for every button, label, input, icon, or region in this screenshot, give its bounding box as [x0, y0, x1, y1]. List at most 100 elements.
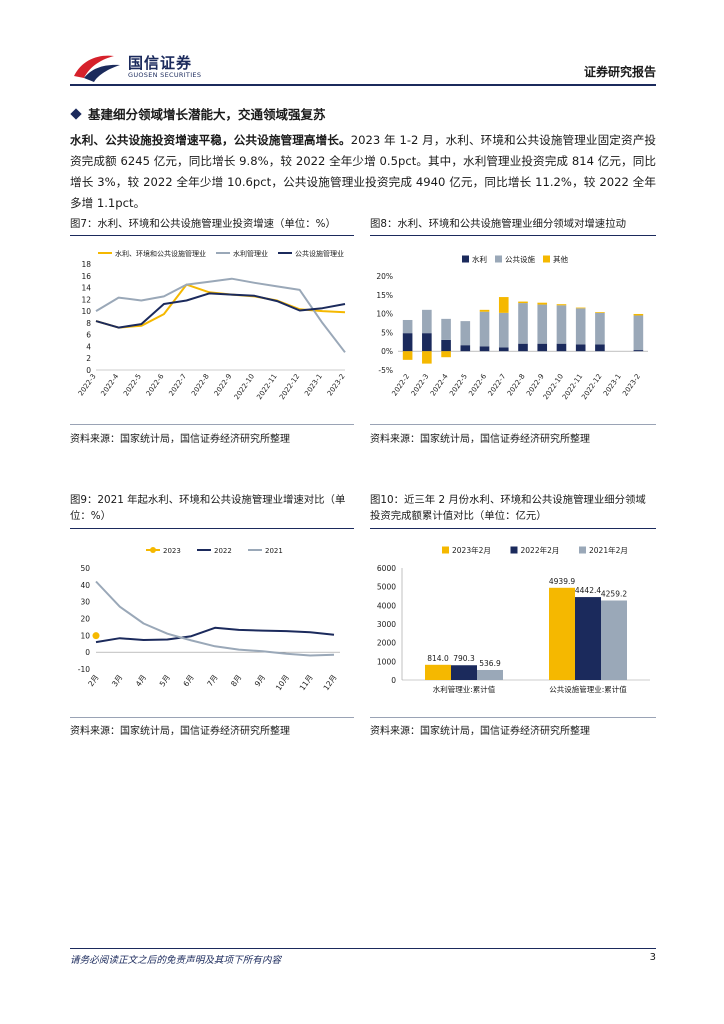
fig10-ytick-4: 4000	[377, 601, 396, 610]
fig8-bar-2-7	[537, 302, 548, 305]
fig9-xtick-9: 11月	[298, 673, 315, 692]
section-title: 基建细分领域增长潜能大，交通领域强复苏	[88, 107, 326, 122]
legend-label-0: 水利	[472, 254, 487, 264]
fig10-ytick-1: 1000	[377, 657, 396, 666]
fig10-data-label-1-0: 4939.9	[549, 577, 575, 586]
footer-rule	[70, 948, 656, 949]
fig8-bar-2-12	[633, 313, 644, 316]
fig9-ytick-0: -10	[78, 665, 90, 674]
fig10-xtick-1: 公共设施管理业:累计值	[549, 684, 627, 694]
fig9-ytick-5: 40	[80, 581, 90, 590]
fig9-ytick-3: 20	[80, 615, 90, 624]
fig10-ytick-3: 3000	[377, 620, 396, 629]
fig10-ytick-2: 2000	[377, 639, 396, 648]
fig8-bar-2-1	[422, 351, 432, 364]
fig7-xtick-3: 2022-6	[145, 372, 166, 397]
fig10-bottom-rule	[370, 717, 656, 718]
fig10-data-label-1-2: 4259.2	[601, 589, 627, 598]
fig7-ytick-4: 8	[86, 319, 91, 328]
fig7-ytick-2: 4	[86, 342, 91, 351]
fig9-ytick-6: 50	[80, 564, 90, 573]
fig7-ytick-9: 18	[81, 260, 91, 269]
fig9-xtick-5: 7月	[205, 673, 219, 688]
fig8-ytick-5: 20%	[376, 272, 393, 281]
fig7-ytick-3: 6	[86, 331, 91, 340]
fig8-xtick-4: 2022-6	[467, 372, 488, 397]
fig8-bar-0-2	[441, 339, 451, 352]
section-heading: 基建细分领域增长潜能大，交通领域强复苏	[70, 104, 326, 123]
legend-swatch-0	[442, 546, 449, 554]
fig8-bar-2-10	[595, 312, 605, 313]
legend-swatch-2	[543, 255, 550, 263]
fig8-xtick-12: 2023-2	[621, 373, 642, 398]
fig10-ytick-6: 6000	[377, 564, 396, 573]
fig10-chart: 0 1000 2000 3000 4000 5000 6000 814.0 790.3 536.9…	[377, 545, 650, 694]
legend-label-2: 公共设施管理业	[295, 249, 344, 258]
fig8-ytick-2: 5%	[381, 328, 393, 337]
fig8-bar-1-3	[460, 321, 471, 346]
fig8-source: 资料来源：国家统计局，国信证券经济研究所整理	[370, 434, 590, 445]
fig8-bar-0-7	[537, 343, 548, 352]
fig8-bar-0-10	[595, 344, 605, 352]
fig9-xtick-6: 8月	[229, 673, 243, 688]
fig7-ytick-5: 10	[81, 307, 91, 316]
fig8-title: 图8：水利、环境和公共设施管理业细分领域对增速拉动	[370, 218, 626, 230]
fig9-xtick-0: 2月	[86, 673, 100, 688]
fig10-data-label-0-2: 536.9	[479, 659, 501, 668]
fig7-rule	[70, 235, 354, 236]
fig9-xtick-8: 10月	[274, 673, 291, 692]
fig8-bar-2-8	[556, 304, 567, 306]
fig10-data-label-1-1: 4442.4	[575, 586, 601, 595]
fig8-bar-2-5	[498, 297, 509, 313]
fig9-chart: -10 0 10 20 30 40 50 2月 3月 4月 5月 6月 7月 8月 9月 10月 11月 12月 2…	[78, 547, 340, 692]
fig7-xtick-7: 2022-10	[233, 373, 256, 402]
legend-label-2: 其他	[553, 254, 568, 264]
fig8-bar-2-9	[575, 307, 586, 309]
fig7-xtick-9: 2022-12	[278, 373, 301, 402]
fig8-bottom-rule	[370, 424, 656, 425]
logo-subtitle: GUOSEN SECURITIES	[128, 71, 202, 79]
fig8-xtick-11: 2023-1	[602, 373, 623, 398]
fig8-bar-0-12	[633, 350, 644, 352]
fig7-xtick-0: 2022-3	[77, 373, 98, 398]
legend-swatch-1	[510, 546, 518, 554]
fig7-ytick-8: 16	[81, 272, 91, 281]
legend-label-1: 公共设施	[505, 254, 535, 264]
legend-label-1: 2022	[214, 547, 232, 555]
legend-label-1: 2022年2月	[521, 545, 560, 555]
legend-label-1: 水利管理业	[233, 249, 268, 258]
fig8-ytick-3: 10%	[376, 310, 393, 319]
fig7-xtick-4: 2022-7	[167, 373, 188, 398]
fig8-bar-0-5	[498, 347, 509, 352]
fig7-xtick-10: 2023-1	[303, 373, 324, 398]
fig8-xtick-5: 2022-7	[487, 373, 508, 398]
fig9-ytick-1: 0	[85, 648, 90, 657]
fig10-bar-0-0	[425, 664, 451, 680]
fig8-bar-1-4	[479, 311, 490, 347]
fig7-ytick-6: 12	[81, 295, 91, 304]
fig9-rule	[70, 528, 354, 529]
fig8-bar-1-8	[556, 305, 567, 344]
report-type: 证券研究报告	[583, 65, 656, 79]
fig9-xtick-1: 3月	[110, 673, 124, 688]
fig8-bar-0-8	[556, 343, 567, 352]
fig10-rule	[370, 528, 656, 529]
fig8-bar-1-0	[402, 319, 413, 334]
fig7-ytick-7: 14	[81, 284, 91, 293]
fig8-bar-0-6	[518, 343, 528, 352]
fig7-ytick-0: 0	[86, 366, 91, 375]
page-header: 国信证券 GUOSEN SECURITIES 证券研究报告	[70, 50, 656, 84]
body-paragraph: 水利、公共设施投资增速平稳，公共设施管理高增长。2023 年 1-2 月，水利、…	[70, 130, 656, 214]
fig8-bar-0-0	[402, 333, 413, 352]
fig8-bar-1-9	[575, 308, 586, 345]
fig10-data-label-0-1: 790.3	[453, 654, 475, 663]
fig10-ytick-0: 0	[391, 676, 396, 685]
fig7-bottom-rule	[70, 424, 354, 425]
legend-marker-0	[150, 547, 156, 553]
fig10-title: 图10：近三年 2 月份水利、环境和公共设施管理业细分领域投资完成额累计值对比（…	[370, 494, 646, 522]
legend-label-2: 2021年2月	[589, 545, 628, 555]
fig7-xtick-8: 2022-11	[255, 373, 278, 402]
fig9-source: 资料来源：国家统计局，国信证券经济研究所整理	[70, 726, 290, 737]
fig9-series-point-0	[92, 632, 100, 640]
